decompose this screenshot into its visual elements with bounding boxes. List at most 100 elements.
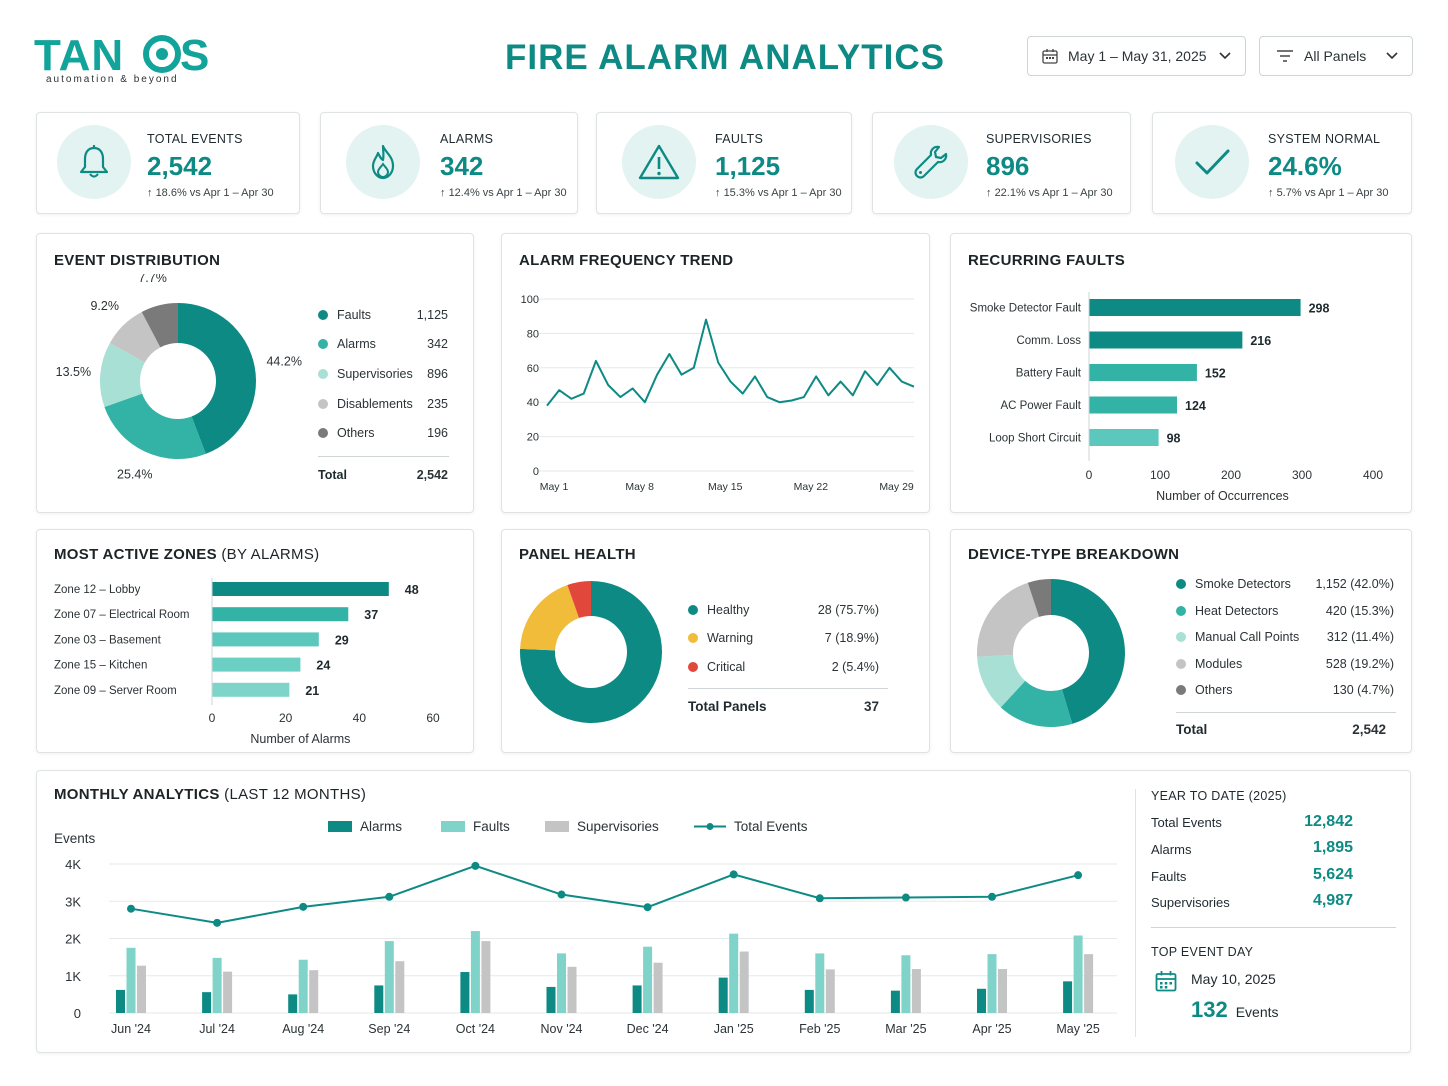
slice-supervisories	[100, 342, 145, 407]
slice-others	[1027, 579, 1051, 617]
x-tick-label: Oct '24	[456, 1022, 495, 1036]
kpi-delta-text: 5.7% vs Apr 1 – Apr 30	[1276, 187, 1389, 199]
card-title-sub: (LAST 12 MONTHS)	[224, 786, 367, 803]
legend-value: 7 (18.9%)	[824, 631, 879, 645]
legend-dot	[1176, 579, 1186, 589]
legend-value: 196	[427, 426, 448, 440]
monthly-combo-chart: 0 1K 2K 3K 4K Events Alarms Faults Supervisories…	[54, 819, 1117, 1036]
panel-filter-value: All Panels	[1304, 48, 1367, 64]
recurring-faults-bar-chart: Smoke Detector Fault 298 Comm. Loss 216 Batt…	[970, 292, 1383, 503]
bar-supervisories	[998, 969, 1007, 1013]
total-label: Total	[318, 468, 347, 482]
bar-alarms	[890, 990, 900, 1013]
divider	[318, 456, 449, 457]
legend-dot	[318, 339, 328, 349]
ytd-label: Total Events	[1151, 815, 1222, 830]
bar-faults	[470, 931, 480, 1013]
y-tick-label: 0	[74, 1006, 81, 1021]
chevron-down-icon	[1386, 52, 1398, 60]
top-day-count-row: 132 Events	[1191, 997, 1279, 1023]
device-breakdown-card: DEVICE-TYPE BREAKDOWN Smoke Detectors 1,…	[950, 529, 1412, 753]
bar-alarms	[202, 992, 212, 1013]
legend-label: Smoke Detectors	[1195, 577, 1291, 591]
kpi-value: 2,542	[147, 151, 213, 181]
legend-item-heat-detectors: Heat Detectors	[1176, 604, 1278, 618]
legend-item-disablements: Disablements	[318, 397, 413, 411]
kpi-label: TOTAL EVENTS	[147, 132, 243, 146]
legend-swatch	[441, 821, 465, 832]
y-tick-label: 3K	[65, 894, 81, 909]
bar-faults	[298, 959, 308, 1013]
legend-label: Alarms	[337, 337, 376, 351]
legend-label: Alarms	[360, 819, 402, 834]
slice-healthy	[520, 581, 662, 723]
y-tick-label: 80	[527, 328, 539, 340]
date-range-value: May 1 – May 31, 2025	[1068, 48, 1207, 64]
x-tick-label: Dec '24	[627, 1022, 669, 1036]
x-tick-label: Mar '25	[885, 1022, 926, 1036]
legend-label: Supervisories	[577, 819, 659, 834]
ytd-value: 4,987	[1312, 892, 1353, 909]
slice-others	[141, 303, 178, 348]
card-title: MOST ACTIVE ZONES (BY ALARMS)	[54, 546, 319, 563]
legend-dot	[688, 633, 698, 643]
legend-label: Faults	[337, 308, 372, 322]
bar-faults	[384, 941, 394, 1013]
legend-value: 28 (75.7%)	[817, 603, 879, 617]
legend-item-others: Others	[318, 426, 375, 440]
date-range-dropdown[interactable]: May 1 – May 31, 2025	[1027, 36, 1246, 76]
kpi-delta: ↑ 18.6% vs Apr 1 – Apr 30	[147, 187, 274, 199]
slice-modules	[977, 582, 1040, 657]
legend-value: 1,152 (42.0%)	[1315, 577, 1394, 591]
x-tick-label: 300	[1292, 468, 1312, 482]
bar	[1089, 429, 1159, 446]
legend-label: Supervisories	[337, 367, 413, 381]
chevron-down-icon	[1219, 52, 1231, 60]
data-point	[729, 870, 738, 879]
data-label: 21	[305, 684, 319, 698]
kpi-label: ALARMS	[440, 132, 494, 146]
legend-item-critical: Critical	[688, 660, 745, 674]
legend-label: Others	[1195, 683, 1233, 697]
legend-value: 312 (11.4%)	[1326, 630, 1394, 644]
x-tick-label: Jun '24	[111, 1022, 151, 1036]
legend-value: 130 (4.7%)	[1332, 683, 1394, 697]
ytd-label: Alarms	[1151, 842, 1192, 857]
x-tick-label: 20	[279, 711, 293, 725]
ytd-value: 12,842	[1304, 813, 1353, 830]
bar-faults	[815, 953, 825, 1013]
top-day-unit: Events	[1235, 1004, 1279, 1020]
kpi-card-alarms: ALARMS 342 ↑ 12.4% vs Apr 1 – Apr 30	[320, 112, 578, 214]
y-tick-label: 1K	[65, 969, 81, 984]
y-tick-label: 2K	[65, 932, 81, 947]
data-label: 24	[316, 659, 330, 673]
bar-alarms	[977, 988, 986, 1013]
category-label: Zone 15 – Kitchen	[54, 660, 147, 672]
bar-supervisories	[309, 970, 319, 1013]
kpi-delta: ↑ 12.4% vs Apr 1 – Apr 30	[440, 187, 567, 199]
bar-supervisories	[481, 941, 491, 1013]
bar-supervisories	[1084, 954, 1094, 1013]
bar-alarms	[546, 986, 556, 1013]
total-label: Total	[1176, 722, 1208, 737]
kpi-value: 1,125	[715, 151, 781, 181]
slice-label: 25.4%	[117, 467, 152, 481]
card-title: PANEL HEALTH	[519, 546, 636, 563]
legend-label: Manual Call Points	[1195, 630, 1300, 644]
x-tick-label: Aug '24	[282, 1022, 324, 1036]
legend-dot	[318, 310, 328, 320]
legend-item-modules: Modules	[1176, 657, 1242, 671]
slice-label: 13.5%	[56, 365, 91, 379]
bar	[212, 657, 301, 672]
panel-filter-dropdown[interactable]: All Panels	[1259, 36, 1413, 76]
legend-dot	[1176, 632, 1186, 642]
legend-label: Total Events	[734, 819, 808, 834]
ytd-label: Supervisories	[1151, 895, 1230, 910]
data-point	[901, 893, 910, 902]
legend-label: Critical	[707, 660, 746, 674]
data-point	[557, 890, 566, 899]
slice-alarms	[104, 393, 206, 459]
x-tick-label: 400	[1363, 468, 1383, 482]
category-label: Smoke Detector Fault	[970, 303, 1082, 315]
bar-alarms	[632, 985, 642, 1013]
